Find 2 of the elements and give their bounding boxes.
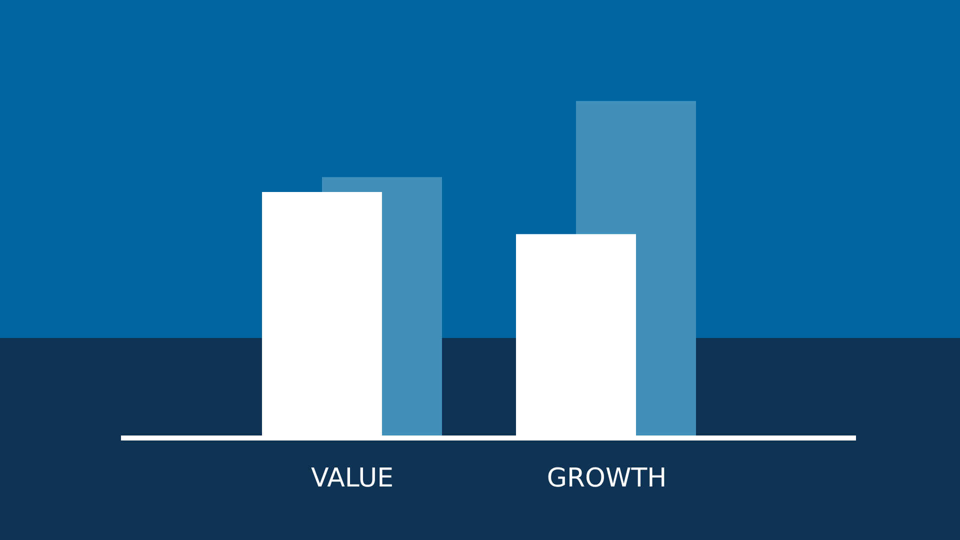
x-tick-label: GROWTH <box>546 463 667 494</box>
x-tick-label: VALUE <box>310 463 394 494</box>
